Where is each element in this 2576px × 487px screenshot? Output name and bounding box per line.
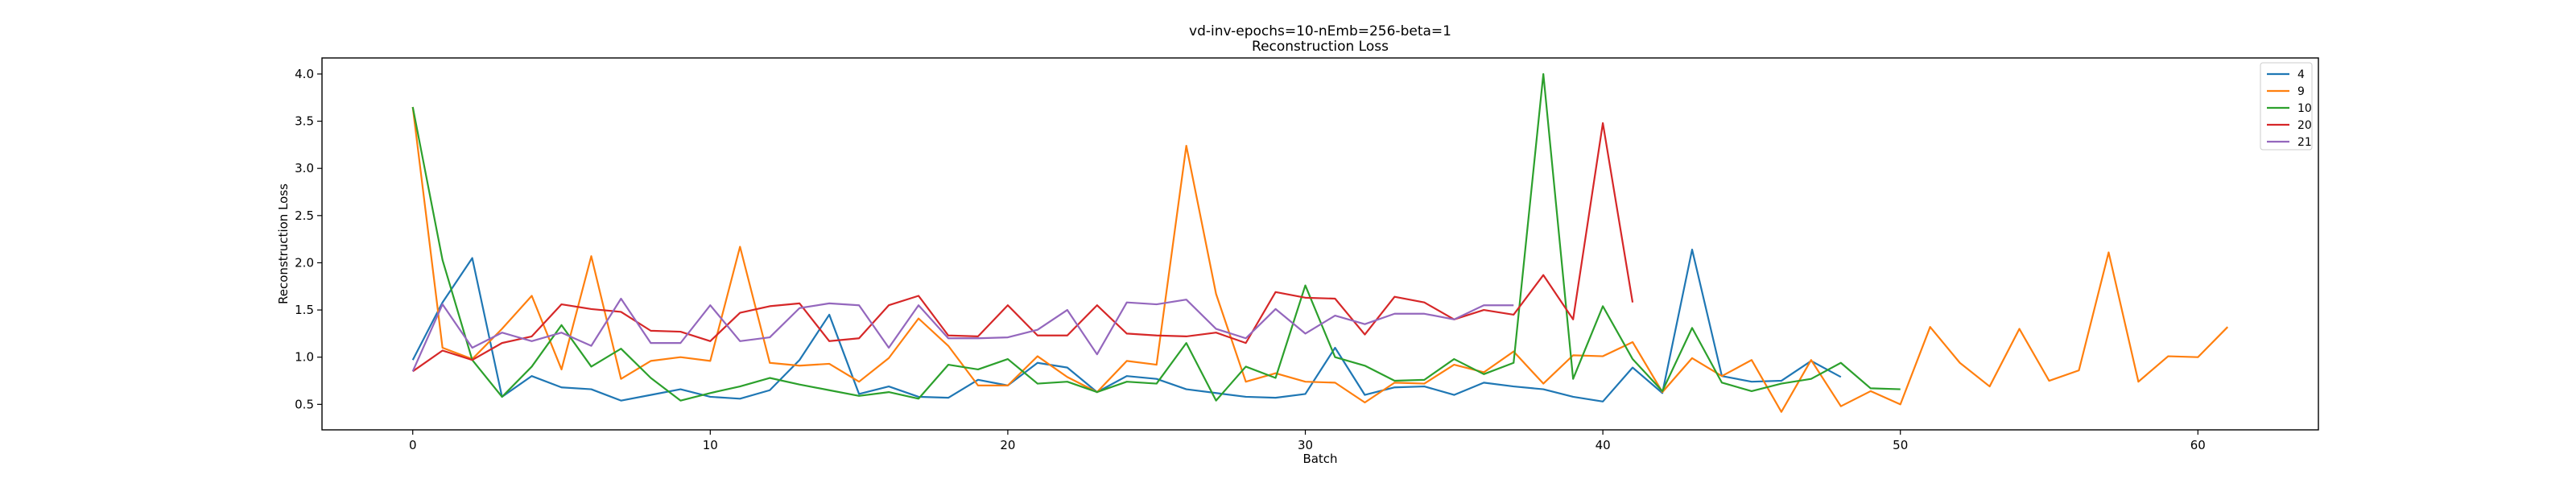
- y-axis-ticks: 0.5 1.0 1.5 2.0 2.5 3.0 3.5 4.0: [295, 67, 322, 411]
- x-tick-label: 30: [1298, 438, 1313, 452]
- legend: 4 9 10 20 21: [2260, 62, 2313, 151]
- y-tick-label: 1.5: [295, 303, 314, 317]
- legend-label-20: 20: [2297, 119, 2312, 132]
- series-line-21: [411, 297, 1514, 372]
- x-tick-label: 60: [2190, 438, 2206, 452]
- series-layer: [411, 72, 2229, 413]
- series-line-20: [412, 122, 1634, 373]
- x-tick-label: 10: [703, 438, 718, 452]
- legend-label-10: 10: [2297, 102, 2312, 115]
- y-tick-label: 4.0: [295, 67, 314, 81]
- y-tick-label: 2.5: [295, 208, 314, 223]
- series-line-10: [411, 72, 1901, 402]
- chart-title: vd-inv-epochs=10-nEmb=256-beta=1: [1189, 23, 1451, 39]
- legend-box: [2260, 62, 2313, 151]
- plot-area-frame: [321, 57, 2319, 431]
- x-axis-label: Batch: [1302, 452, 1337, 466]
- y-tick-label: 1.0: [295, 350, 314, 365]
- y-axis-label: Reconstruction Loss: [276, 184, 291, 304]
- series-line-9: [411, 106, 2229, 413]
- x-tick-label: 50: [1893, 438, 1908, 452]
- y-tick-label: 3.5: [295, 114, 314, 129]
- series-line-4: [411, 248, 1842, 402]
- legend-label-4: 4: [2297, 68, 2305, 81]
- y-tick-label: 2.0: [295, 255, 314, 270]
- legend-label-9: 9: [2297, 85, 2305, 98]
- x-tick-label: 40: [1596, 438, 1611, 452]
- x-tick-label: 20: [1000, 438, 1015, 452]
- y-tick-label: 0.5: [295, 397, 314, 411]
- x-axis-ticks: 0 10 20 30 40 50 60: [409, 430, 2206, 452]
- chart-subtitle: Reconstruction Loss: [1252, 39, 1389, 55]
- x-tick-label: 0: [409, 438, 417, 452]
- y-tick-label: 3.0: [295, 161, 314, 175]
- legend-label-21: 21: [2297, 136, 2312, 149]
